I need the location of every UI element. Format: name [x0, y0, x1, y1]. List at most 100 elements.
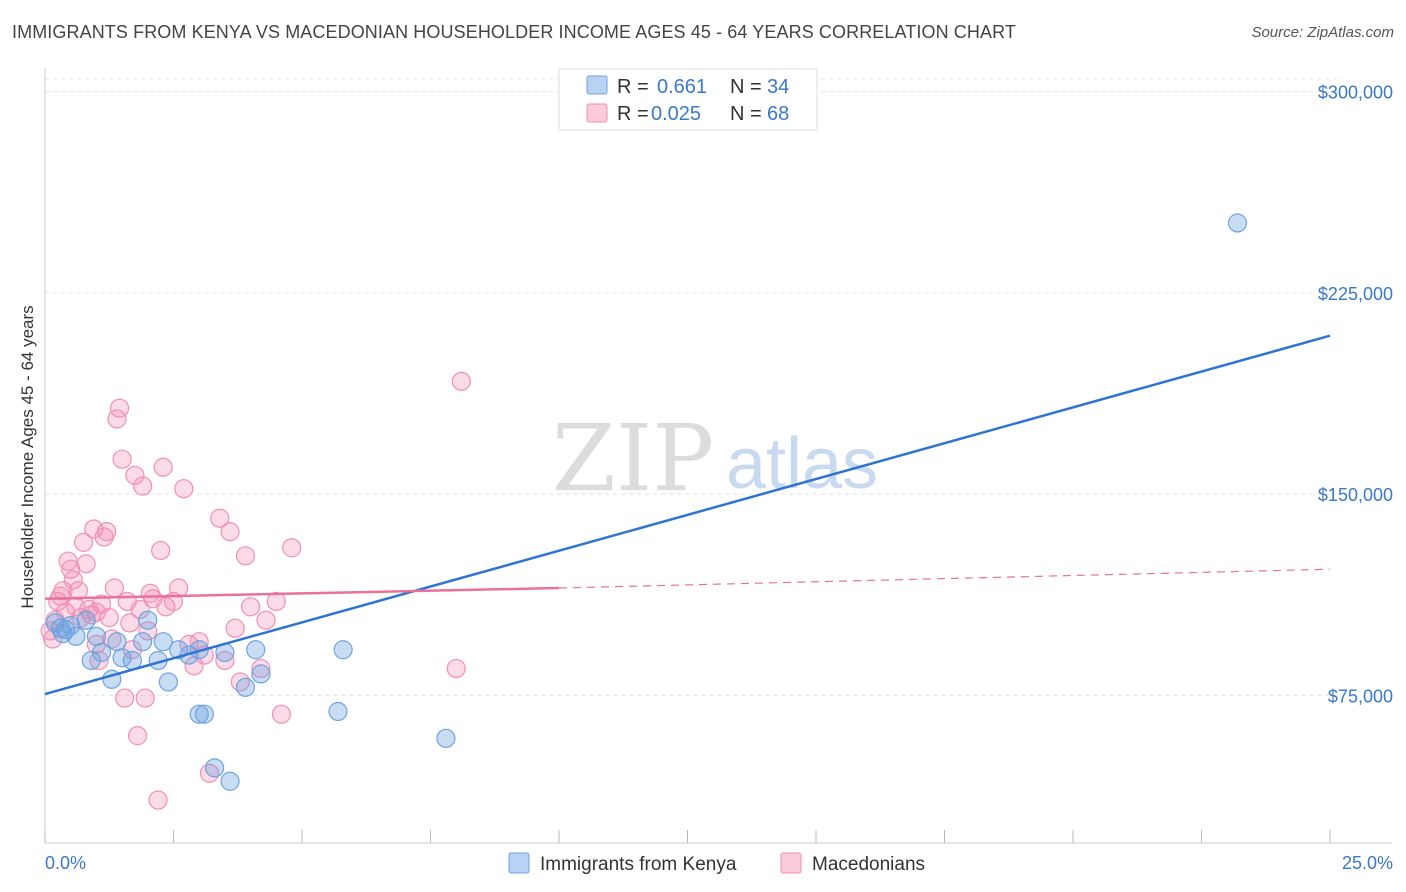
point-macedonians — [109, 398, 130, 418]
point-kenya — [45, 613, 65, 633]
point-macedonians — [256, 610, 276, 630]
x-tick-label: 0.0% — [45, 853, 86, 873]
axes — [44, 68, 1392, 844]
y-tick-label: $75,000 — [1328, 686, 1393, 706]
point-macedonians — [271, 704, 292, 724]
point-macedonians — [241, 597, 261, 617]
legend-r-label-1: R = — [617, 76, 649, 98]
point-macedonians — [68, 581, 89, 601]
bottom-legend-macedonians: Macedonians — [812, 854, 925, 875]
point-macedonians — [151, 540, 171, 561]
point-macedonians — [215, 650, 235, 671]
legend-n-value-2: 68 — [767, 103, 789, 125]
point-macedonians — [446, 658, 466, 679]
point-macedonians — [138, 621, 158, 641]
point-macedonians — [115, 688, 135, 708]
point-kenya — [53, 624, 73, 644]
watermark: ZIP atlas — [552, 405, 878, 512]
point-kenya — [86, 626, 107, 646]
point-kenya — [333, 640, 353, 660]
point-macedonians — [148, 790, 168, 810]
point-macedonians — [43, 629, 63, 649]
point-macedonians — [99, 607, 119, 628]
y-tick-label: $225,000 — [1318, 284, 1393, 304]
legend-r-label-2: R = — [617, 103, 649, 125]
point-kenya — [220, 771, 240, 791]
y-tick-labels: $75,000 $150,000 $225,000 $300,000 — [1318, 82, 1393, 706]
point-macedonians — [73, 532, 94, 552]
watermark-zip: ZIP — [552, 405, 714, 512]
point-kenya — [138, 610, 158, 630]
point-macedonians — [94, 527, 114, 547]
point-kenya — [133, 632, 153, 652]
point-macedonians — [125, 465, 145, 485]
point-macedonians — [112, 449, 132, 469]
point-kenya — [205, 758, 225, 778]
trend-line-macedonians — [44, 586, 560, 601]
legend-n-label-2: N = — [730, 103, 762, 125]
point-macedonians — [122, 640, 142, 660]
point-macedonians — [451, 371, 471, 391]
legend-swatch-macedonians — [586, 103, 608, 123]
point-macedonians — [153, 457, 173, 477]
point-macedonians — [127, 726, 148, 746]
point-macedonians — [102, 629, 122, 649]
correlation-legend: R = 0.661 N = 34 R = 0.025 N = 68 — [558, 68, 818, 131]
point-macedonians — [133, 476, 153, 496]
y-axis-label: Householder Income Ages 45 - 64 years — [18, 305, 37, 608]
point-kenya — [436, 728, 456, 748]
point-macedonians — [174, 479, 194, 499]
point-kenya — [235, 677, 256, 697]
point-kenya — [76, 610, 96, 630]
trend-line-macedonians-dashed — [558, 568, 1331, 589]
bottom-legend-kenya: Immigrants from Kenya — [540, 854, 737, 875]
legend-n-value-1: 34 — [767, 76, 789, 98]
legend-r-value-1: 0.661 — [657, 76, 707, 98]
legend-r-value-2: 0.025 — [651, 103, 701, 125]
bottom-legend-swatch-macedonians — [780, 852, 802, 874]
point-macedonians — [169, 578, 189, 598]
point-macedonians — [199, 763, 220, 783]
source-label: Source: ZipAtlas.com — [1251, 24, 1394, 41]
point-kenya — [189, 704, 209, 724]
point-macedonians — [225, 618, 245, 638]
y-tick-label: $300,000 — [1318, 82, 1393, 102]
point-kenya — [107, 632, 127, 652]
point-macedonians — [266, 591, 286, 612]
point-macedonians — [282, 538, 302, 558]
point-macedonians — [97, 522, 117, 542]
point-macedonians — [235, 546, 256, 566]
point-macedonians — [210, 508, 230, 528]
point-kenya — [153, 632, 173, 652]
point-macedonians — [251, 658, 271, 679]
point-macedonians — [76, 554, 96, 574]
trend-line-kenya — [44, 334, 1331, 696]
point-macedonians — [63, 570, 83, 590]
x-tick-labels: 0.0% 25.0% — [45, 853, 1393, 873]
point-macedonians — [135, 688, 155, 708]
point-macedonians — [220, 522, 240, 542]
legend-n-label-1: N = — [730, 76, 762, 98]
point-kenya — [246, 640, 266, 660]
point-macedonians — [104, 578, 124, 598]
point-kenya — [91, 642, 112, 663]
point-kenya — [81, 650, 101, 671]
y-tick-label: $150,000 — [1318, 485, 1393, 505]
point-kenya — [251, 664, 271, 684]
series-legend: Immigrants from Kenya Macedonians — [508, 852, 925, 875]
point-kenya — [158, 672, 178, 692]
point-macedonians — [230, 672, 250, 692]
point-kenya — [194, 704, 214, 724]
point-kenya — [61, 615, 81, 636]
chart-title: IMMIGRANTS FROM KENYA VS MACEDONIAN HOUS… — [12, 22, 1016, 42]
point-macedonians — [130, 599, 150, 620]
point-kenya — [328, 701, 348, 722]
x-tick-label: 25.0% — [1342, 853, 1393, 873]
point-macedonians — [48, 591, 68, 612]
legend-swatch-kenya — [586, 75, 608, 95]
bottom-legend-swatch-kenya — [508, 852, 530, 874]
watermark-atlas: atlas — [726, 424, 878, 504]
point-kenya — [1227, 213, 1248, 233]
series-kenya — [45, 213, 1248, 791]
